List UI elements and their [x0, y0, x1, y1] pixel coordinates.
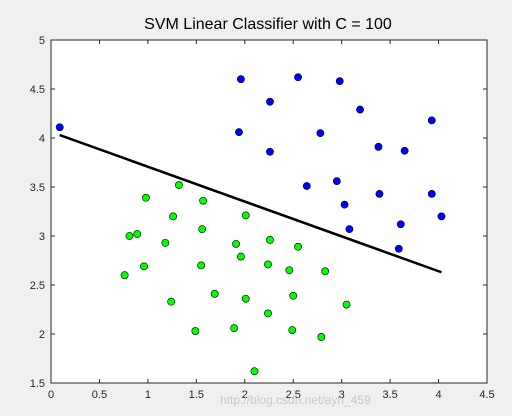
x-tick-label: 1	[145, 389, 151, 401]
data-point	[232, 239, 240, 248]
data-point	[437, 212, 446, 221]
x-tick-label: 1.5	[189, 389, 204, 401]
data-point	[400, 146, 409, 155]
data-point	[120, 271, 129, 280]
data-point	[294, 73, 302, 82]
data-point	[332, 177, 341, 186]
x-tick-label: 3.5	[382, 389, 397, 401]
x-tick-label: 4	[435, 389, 441, 401]
data-point	[210, 289, 219, 298]
data-point	[174, 181, 183, 189]
data-point	[266, 97, 274, 106]
watermark: http://blog.csdn.net/ayh_459	[220, 393, 371, 407]
axis-ticks: 0 0.5 1 1.5 2 2.5 3 3.5 4 4.5 1.5 2 2.5 3 3.5 4 4.5 5	[30, 35, 495, 401]
y-tick-label: 4	[39, 133, 45, 145]
data-point	[197, 261, 206, 270]
data-point	[241, 294, 250, 303]
decision-boundary-line	[59, 133, 442, 274]
data-point	[125, 232, 134, 240]
data-point	[285, 266, 294, 275]
chart-title: SVM Linear Classifier with C = 100	[144, 16, 392, 33]
data-point	[294, 242, 302, 251]
y-tick-label: 4.5	[30, 84, 45, 96]
data-point	[374, 142, 383, 151]
data-point	[288, 326, 297, 334]
data-point	[250, 367, 259, 376]
decision-boundary	[59, 133, 442, 274]
plot-box	[50, 39, 488, 384]
data-point	[235, 128, 243, 137]
data-point	[317, 333, 326, 341]
data-point	[396, 220, 405, 229]
data-point	[230, 324, 239, 333]
data-point	[140, 262, 148, 271]
data-point	[427, 116, 436, 125]
y-tick-label: 3.5	[30, 182, 45, 194]
data-point	[394, 244, 403, 253]
data-point	[345, 225, 354, 234]
data-point	[199, 196, 208, 205]
data-point	[340, 200, 349, 209]
data-point	[198, 225, 207, 234]
data-point	[264, 260, 272, 269]
data-point	[264, 309, 272, 318]
data-point	[427, 189, 436, 198]
y-tick-label: 2	[39, 329, 45, 341]
data-point	[167, 297, 176, 306]
data-point	[375, 189, 384, 198]
x-tick-label: 4.5	[479, 389, 494, 401]
data-point	[321, 267, 330, 276]
data-point	[266, 147, 274, 156]
data-points	[55, 73, 446, 376]
data-point	[133, 230, 142, 238]
data-point	[266, 236, 274, 244]
data-point	[316, 129, 325, 137]
y-tick-label: 3	[39, 231, 45, 243]
y-tick-label: 5	[39, 35, 45, 47]
x-tick-label: 0.5	[92, 389, 107, 401]
data-point	[302, 182, 311, 190]
x-tick-label: 2.5	[286, 389, 301, 401]
y-tick-label: 1.5	[30, 378, 45, 390]
data-point	[191, 327, 200, 335]
data-point	[142, 193, 150, 202]
data-point	[237, 75, 245, 84]
x-tick-label: 2	[242, 389, 248, 401]
data-point	[237, 252, 245, 261]
data-point	[55, 123, 64, 132]
data-point	[241, 211, 250, 220]
data-point	[342, 300, 351, 309]
data-point	[356, 105, 364, 114]
series-1	[55, 73, 446, 253]
x-tick-label: 0	[48, 389, 54, 401]
data-point	[169, 212, 177, 221]
series-2	[120, 181, 351, 376]
data-point	[161, 238, 170, 247]
data-point	[335, 77, 344, 86]
y-tick-label: 2.5	[30, 280, 45, 292]
data-point	[289, 291, 298, 300]
x-tick-label: 3	[339, 389, 345, 401]
